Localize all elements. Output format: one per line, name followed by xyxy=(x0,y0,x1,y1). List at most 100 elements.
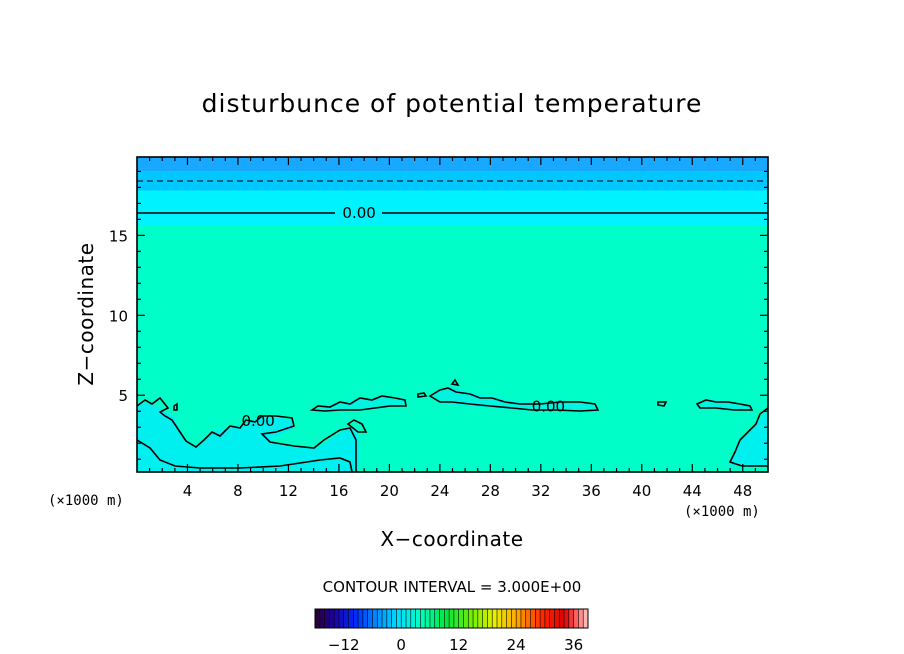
y-axis-label: Z−coordinate xyxy=(74,242,98,385)
colorbar-cell xyxy=(583,609,589,628)
colorbar-cell xyxy=(559,609,565,628)
contour-interval-label: CONTOUR INTERVAL = 3.000E+00 xyxy=(323,578,582,596)
colorbar-cell xyxy=(497,609,503,628)
x-tick-label: 24 xyxy=(430,482,449,500)
colorbar-cell xyxy=(386,609,392,628)
colorbar-cell xyxy=(468,609,474,628)
elevated-region-2 xyxy=(430,386,598,412)
colorbar-cell xyxy=(324,609,330,628)
colorbar-ticks: −12 0 12 24 36 xyxy=(328,636,583,654)
colorbar-cell xyxy=(343,609,349,628)
colorbar-cell xyxy=(540,609,546,628)
contour-small-5 xyxy=(346,419,368,433)
x-tick-label: 48 xyxy=(733,482,752,500)
colorbar-cell xyxy=(401,609,407,628)
colorbar-cell xyxy=(434,609,440,628)
x-tick-label: 12 xyxy=(279,482,298,500)
chart-title: disturbunce of potential temperature xyxy=(202,89,703,118)
colorbar-cell xyxy=(315,609,321,628)
colorbar-cell xyxy=(406,609,412,628)
low-region-right xyxy=(728,410,768,466)
colorbar-cell xyxy=(487,609,493,628)
band-low xyxy=(137,190,768,225)
y-tick-label: 10 xyxy=(109,307,128,325)
colorbar-cell xyxy=(549,609,555,628)
contour-line-low-right xyxy=(728,407,769,467)
colorbar-cell xyxy=(573,609,579,628)
x-tick-label: 4 xyxy=(183,482,193,500)
colorbar-cell xyxy=(501,609,507,628)
colorbar-cell xyxy=(449,609,455,628)
colorbar-cell xyxy=(463,609,469,628)
colorbar-cell xyxy=(578,609,584,628)
colorbar-cell xyxy=(568,609,574,628)
colorbar-cell xyxy=(453,609,459,628)
contour-line-hump-1 xyxy=(309,395,407,412)
colorbar-cell xyxy=(511,609,517,628)
colorbar-cell xyxy=(525,609,531,628)
colorbar-cell xyxy=(564,609,570,628)
low-region-left xyxy=(137,402,360,472)
colorbar-cell xyxy=(444,609,450,628)
colorbar-cell xyxy=(506,609,512,628)
colorbar-cell xyxy=(535,609,541,628)
colorbar-cell xyxy=(520,609,527,628)
colorbar-cell xyxy=(458,609,464,628)
colorbar xyxy=(314,608,589,629)
contour-line-hump-2 xyxy=(428,387,600,412)
contour-small-2 xyxy=(450,378,460,387)
colorbar-cell xyxy=(319,609,325,628)
x-axis-ticks: 4 8 12 16 20 24 28 32 36 40 44 48 xyxy=(149,157,756,500)
x-tick-label: 44 xyxy=(683,482,702,500)
colorbar-cell xyxy=(554,609,560,628)
colorbar-cell xyxy=(377,609,383,628)
x-tick-label: 8 xyxy=(233,482,243,500)
contour-small-3 xyxy=(657,401,668,407)
colorbar-cell xyxy=(429,609,436,628)
colorbar-tick-label: −12 xyxy=(328,636,360,654)
colorbar-cell xyxy=(415,609,421,628)
colorbar-cell xyxy=(425,609,431,628)
colorbar-cell xyxy=(544,609,550,628)
contour-label-upper: 0.00 xyxy=(342,204,375,222)
contour-label-low-left: 0.00 xyxy=(241,412,274,430)
colorbar-cell xyxy=(353,609,359,628)
colorbar-cell xyxy=(396,609,402,628)
y-axis-ticks: 5 10 15 xyxy=(109,170,768,460)
colorbar-cell xyxy=(473,609,479,628)
y-tick-label: 5 xyxy=(118,387,128,405)
contour-line-low-left xyxy=(136,396,357,472)
colorbar-tick-label: 0 xyxy=(396,636,406,654)
colorbar-cell xyxy=(372,609,378,628)
colorbar-cell xyxy=(482,609,488,628)
band-top xyxy=(137,157,768,172)
colorbar-cell xyxy=(516,609,522,628)
colorbar-cell xyxy=(420,609,426,628)
x-tick-label: 16 xyxy=(329,482,348,500)
contour-small-1 xyxy=(417,392,428,398)
x-tick-label: 28 xyxy=(481,482,500,500)
plot-area: 0.00 0.00 0.00 xyxy=(136,156,769,473)
colorbar-cell xyxy=(477,609,483,628)
x-tick-label: 20 xyxy=(380,482,399,500)
x-unit-label-left: (×1000 m) xyxy=(48,493,124,509)
colorbar-cell xyxy=(382,609,388,628)
x-axis-label: X−coordinate xyxy=(380,527,523,551)
x-tick-label: 40 xyxy=(632,482,651,500)
contour-small-4 xyxy=(173,402,178,411)
contour-line-hump-3 xyxy=(695,399,754,411)
colorbar-cell xyxy=(362,609,368,628)
colorbar-cell xyxy=(348,609,354,628)
x-tick-label: 32 xyxy=(531,482,550,500)
colorbar-cell xyxy=(391,609,397,628)
x-unit-label-right: (×1000 m) xyxy=(684,504,760,520)
colorbar-tick-label: 12 xyxy=(449,636,468,654)
colorbar-cell xyxy=(329,609,335,628)
contour-label-low-mid: 0.00 xyxy=(532,397,565,415)
x-tick-label: 36 xyxy=(582,482,601,500)
colorbar-cell xyxy=(367,609,373,628)
colorbar-tick-label: 36 xyxy=(564,636,583,654)
colorbar-cell xyxy=(410,609,416,628)
colorbar-frame xyxy=(314,608,589,629)
